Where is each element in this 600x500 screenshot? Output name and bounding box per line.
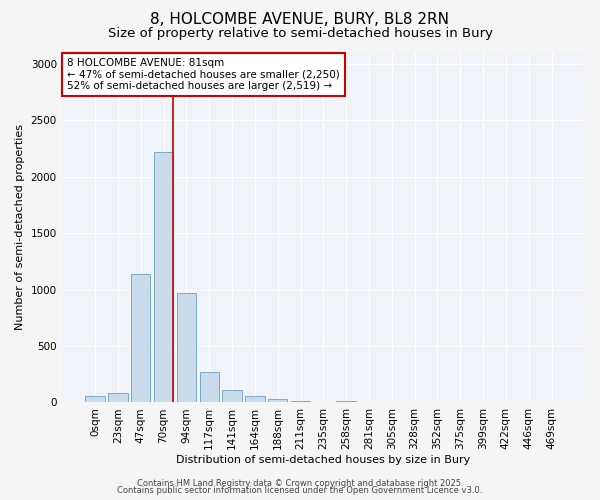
Bar (268, 398, 287, 402)
Bar (177, 293, 196, 403)
Bar (108, 394, 128, 402)
Text: 8 HOLCOMBE AVENUE: 81sqm
← 47% of semi-detached houses are smaller (2,250)
52% o: 8 HOLCOMBE AVENUE: 81sqm ← 47% of semi-d… (67, 58, 340, 91)
Text: 8, HOLCOMBE AVENUE, BURY, BL8 2RN: 8, HOLCOMBE AVENUE, BURY, BL8 2RN (151, 12, 449, 28)
Bar (131, 274, 151, 402)
Y-axis label: Number of semi-detached properties: Number of semi-detached properties (15, 124, 25, 330)
X-axis label: Distribution of semi-detached houses by size in Bury: Distribution of semi-detached houses by … (176, 455, 470, 465)
Bar (85, 396, 105, 402)
Bar (223, 390, 242, 402)
Text: Contains HM Land Registry data © Crown copyright and database right 2025.: Contains HM Land Registry data © Crown c… (137, 478, 463, 488)
Text: Size of property relative to semi-detached houses in Bury: Size of property relative to semi-detach… (107, 28, 493, 40)
Bar (200, 372, 219, 402)
Bar (245, 396, 265, 402)
Bar (154, 152, 173, 403)
Text: Contains public sector information licensed under the Open Government Licence v3: Contains public sector information licen… (118, 486, 482, 495)
